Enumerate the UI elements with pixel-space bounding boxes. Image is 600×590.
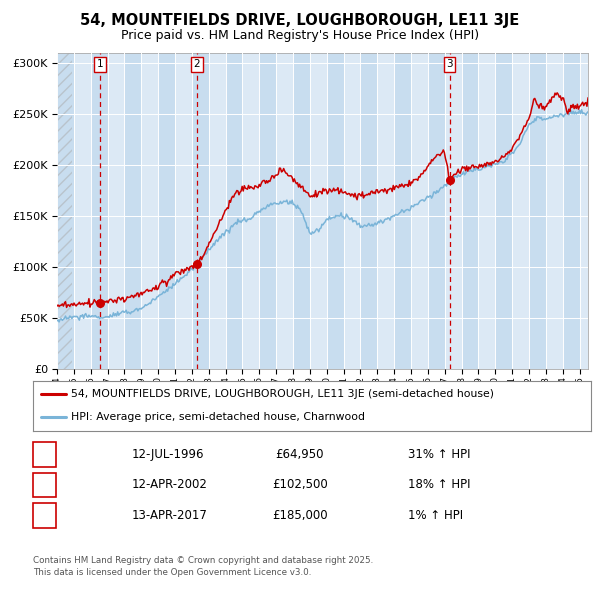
Bar (428, 53, 445, 369)
Text: 1: 1 (97, 59, 103, 69)
Bar (192, 53, 209, 369)
Text: £185,000: £185,000 (272, 509, 328, 522)
Bar (57, 53, 74, 369)
Bar (461, 53, 478, 369)
Bar (226, 53, 242, 369)
Text: 3: 3 (446, 59, 453, 69)
Bar (529, 53, 546, 369)
Bar (259, 53, 276, 369)
Text: Contains HM Land Registry data © Crown copyright and database right 2025.
This d: Contains HM Land Registry data © Crown c… (33, 556, 373, 577)
Bar (57, 53, 72, 369)
Text: Price paid vs. HM Land Registry's House Price Index (HPI): Price paid vs. HM Land Registry's House … (121, 29, 479, 42)
Bar (361, 53, 377, 369)
Bar (91, 53, 107, 369)
Text: 31% ↑ HPI: 31% ↑ HPI (408, 448, 470, 461)
Text: 2: 2 (193, 59, 200, 69)
Text: £102,500: £102,500 (272, 478, 328, 491)
Text: 3: 3 (41, 509, 48, 522)
Text: 54, MOUNTFIELDS DRIVE, LOUGHBOROUGH, LE11 3JE (semi-detached house): 54, MOUNTFIELDS DRIVE, LOUGHBOROUGH, LE1… (71, 389, 494, 399)
Text: 13-APR-2017: 13-APR-2017 (132, 509, 208, 522)
Bar (495, 53, 512, 369)
Bar (293, 53, 310, 369)
Text: 12-APR-2002: 12-APR-2002 (132, 478, 208, 491)
Text: 12-JUL-1996: 12-JUL-1996 (132, 448, 205, 461)
Bar (563, 53, 580, 369)
Text: 1: 1 (41, 448, 48, 461)
Bar (124, 53, 141, 369)
Text: 1% ↑ HPI: 1% ↑ HPI (408, 509, 463, 522)
Bar (158, 53, 175, 369)
Text: 54, MOUNTFIELDS DRIVE, LOUGHBOROUGH, LE11 3JE: 54, MOUNTFIELDS DRIVE, LOUGHBOROUGH, LE1… (80, 13, 520, 28)
Text: 18% ↑ HPI: 18% ↑ HPI (408, 478, 470, 491)
Text: HPI: Average price, semi-detached house, Charnwood: HPI: Average price, semi-detached house,… (71, 412, 365, 422)
Text: 2: 2 (41, 478, 48, 491)
Bar (327, 53, 344, 369)
Text: £64,950: £64,950 (276, 448, 324, 461)
Bar (394, 53, 411, 369)
